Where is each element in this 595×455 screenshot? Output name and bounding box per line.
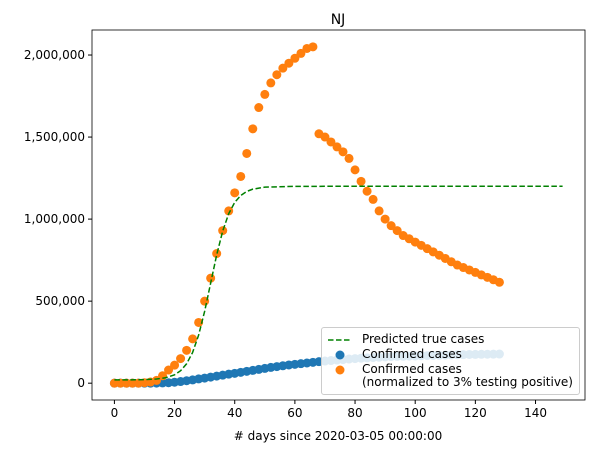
x-tick-label: 100	[404, 406, 427, 420]
y-tick-label: 2,000,000	[24, 48, 85, 62]
point	[254, 103, 264, 113]
point	[248, 124, 258, 134]
x-tick-label: 40	[227, 406, 242, 420]
point	[284, 58, 294, 68]
point	[392, 226, 402, 236]
line	[114, 185, 563, 381]
x-tick-label: 80	[347, 406, 362, 420]
x-tick-label: 60	[287, 406, 302, 420]
point	[182, 345, 192, 355]
point	[494, 277, 504, 287]
legend-entry: Confirmed cases	[326, 348, 573, 361]
point	[212, 249, 222, 259]
point	[320, 132, 330, 142]
point	[386, 221, 396, 231]
x-axis-label: # days since 2020-03-05 00:00:00	[234, 429, 442, 443]
x-tick-label: 120	[464, 406, 487, 420]
legend-entry: Predicted true cases	[326, 333, 573, 346]
point	[164, 365, 174, 375]
legend-label: Confirmed cases	[361, 347, 462, 361]
y-tick-label: 500,000	[35, 294, 85, 308]
x-tick-label: 140	[524, 406, 547, 420]
x-tick-label: 20	[167, 406, 182, 420]
point	[230, 188, 240, 198]
chart-title: NJ	[331, 12, 346, 28]
point	[308, 42, 318, 52]
point	[374, 206, 384, 216]
point	[170, 360, 180, 370]
legend-label: Confirmed cases (normalized to 3% testin…	[361, 362, 573, 389]
y-tick-label: 1,500,000	[24, 130, 85, 144]
legend-entry: Confirmed cases (normalized to 3% testin…	[326, 363, 573, 389]
legend-label: Predicted true cases	[361, 332, 485, 346]
point	[350, 165, 360, 175]
point	[188, 334, 198, 344]
axes-frame	[91, 29, 586, 401]
point	[356, 176, 366, 186]
point	[176, 354, 186, 364]
point	[272, 70, 282, 80]
point	[380, 214, 390, 224]
point	[218, 226, 228, 236]
legend-swatch	[335, 365, 345, 375]
point	[326, 137, 336, 147]
point	[290, 53, 300, 63]
y-tick-label: 1,000,000	[24, 212, 85, 226]
point	[242, 148, 252, 158]
legend: Predicted true cases Confirmed cases Confi…	[320, 327, 580, 395]
legend-marker	[335, 350, 345, 360]
point	[296, 48, 306, 58]
legend-swatch	[335, 350, 345, 360]
point	[362, 186, 372, 196]
point	[344, 153, 354, 163]
point	[266, 78, 276, 88]
point	[224, 206, 234, 216]
point	[278, 63, 288, 73]
point	[332, 142, 342, 152]
legend-swatch	[327, 339, 352, 341]
y-tick-label: 0	[77, 376, 85, 390]
point	[236, 171, 246, 181]
point	[368, 194, 378, 204]
point	[338, 147, 348, 157]
point	[194, 317, 204, 327]
x-tick-label: 0	[111, 406, 119, 420]
legend-marker	[335, 365, 345, 375]
point	[260, 89, 270, 99]
